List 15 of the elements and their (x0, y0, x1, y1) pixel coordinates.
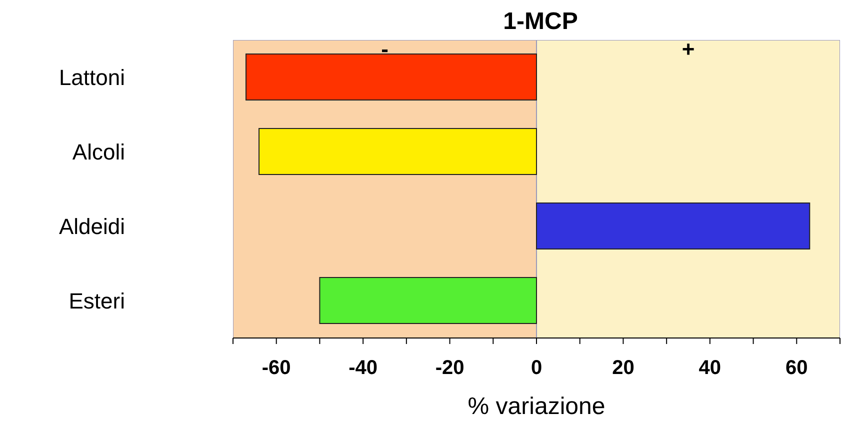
x-tick-label: -60 (262, 357, 291, 380)
x-tick-label: 60 (786, 357, 808, 380)
y-tick-label: Lattoni (58, 65, 125, 90)
y-tick-label: Alcoli (72, 140, 125, 165)
x-tick-label: 20 (612, 357, 634, 380)
band-label: + (682, 36, 695, 62)
x-tick-label: -20 (435, 357, 464, 380)
x-tick-label: 40 (698, 357, 722, 380)
y-tick-label: Esteri (68, 288, 125, 314)
x-axis-title: % variazione (468, 393, 606, 420)
x-tick-label: -40 (348, 357, 378, 380)
band-label: - (381, 36, 388, 62)
x-tick-label: 0 (530, 357, 542, 380)
chart-title: 1-MCP (502, 8, 579, 36)
y-tick-label: Aldeidi (58, 214, 125, 240)
